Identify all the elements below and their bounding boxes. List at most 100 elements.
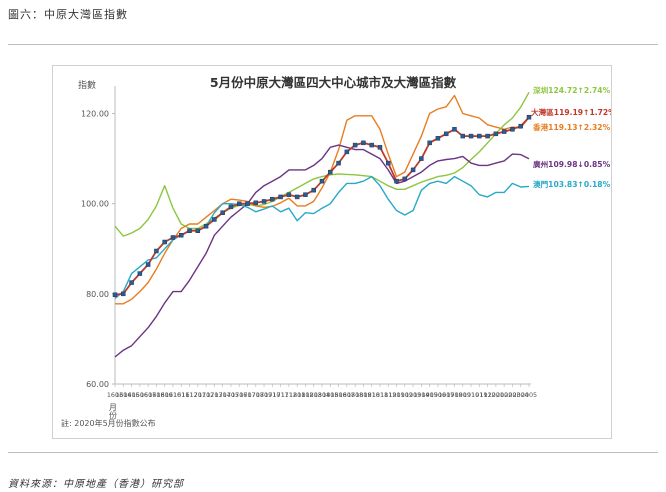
series-line-香港 (115, 94, 530, 305)
x-tick-label: 1703 (206, 391, 222, 399)
x-tick-label: 1903 (405, 391, 421, 399)
x-tick-label: 1909 (455, 391, 471, 399)
x-tick-label: 1812 (380, 391, 396, 399)
data-point (402, 176, 408, 182)
series-line-深圳 (114, 91, 530, 237)
x-tick-label: 1804 (314, 391, 330, 399)
x-tick-label: 1905 (422, 391, 438, 399)
series-label-大灣區: 大灣區119.19↑1.72% (531, 107, 611, 117)
x-tick-label: 1911 (471, 391, 487, 399)
x-tick-label: 1807 (339, 391, 355, 399)
data-point (303, 192, 308, 197)
data-point (195, 228, 201, 233)
data-point (443, 131, 449, 137)
x-tick-label: 1607 (140, 391, 156, 399)
x-tick-label: 1609 (157, 391, 173, 399)
data-point (278, 194, 283, 200)
chart-note: 註: 2020年5月份指數公布 (61, 418, 156, 428)
data-point (145, 262, 151, 267)
y-tick-label: 100.00 (81, 200, 109, 209)
x-tick-label: 1606 (132, 391, 148, 399)
x-tick-label: 1610 (165, 391, 181, 399)
data-point (294, 194, 300, 200)
data-point (410, 167, 416, 173)
data-point (344, 149, 350, 155)
data-point (336, 160, 341, 166)
x-tick-label: 2001 (488, 391, 504, 399)
x-tick-label: 1904 (413, 391, 429, 399)
x-tick-label: 1803 (306, 391, 322, 399)
data-point (328, 169, 333, 175)
x-tick-label: 1810 (364, 391, 380, 399)
x-tick-label: 1809 (355, 391, 371, 399)
data-point (460, 133, 466, 139)
x-tick-label: 1612 (181, 391, 197, 399)
axes-layer: 60.0080.00100.00120.00160316041605160616… (81, 86, 537, 399)
x-tick-label: 1605 (123, 391, 139, 399)
y-tick-label: 60.00 (86, 380, 109, 389)
x-tick-label: 1705 (223, 391, 239, 399)
data-point (311, 187, 316, 193)
x-tick-label: 1907 (438, 391, 454, 399)
data-point (352, 142, 358, 148)
data-point (253, 200, 259, 206)
data-point (228, 204, 234, 210)
x-tick-label: 2003 (504, 391, 520, 399)
chart-svg: 5月份中原大灣區四大中心城市及大灣區指數 指數 月份 註: 2020年5月份指數… (61, 75, 616, 428)
data-point (203, 223, 209, 229)
data-point (212, 217, 217, 222)
data-point (129, 280, 134, 285)
data-point (220, 210, 225, 215)
x-tick-label: 1912 (479, 391, 495, 399)
data-point (270, 196, 275, 202)
x-tick-label: 1709 (256, 391, 272, 399)
chart-title: 5月份中原大灣區四大中心城市及大灣區指數 (210, 75, 457, 90)
x-tick-label: 2002 (496, 391, 512, 399)
x-tick-label: 1604 (115, 391, 131, 399)
figure-caption: 圖六：中原大灣區指數 (8, 8, 128, 21)
x-tick-label: 1701 (190, 391, 206, 399)
x-tick-label: 1603 (107, 391, 123, 399)
x-tick-label: 1805 (322, 391, 338, 399)
x-tick-label: 1906 (430, 391, 446, 399)
bottom-divider (8, 452, 658, 453)
x-tick-label: 1710 (264, 391, 280, 399)
data-point (452, 127, 457, 132)
data-point (137, 271, 143, 276)
x-tick-label: 1608 (148, 391, 164, 399)
data-point (377, 145, 383, 150)
data-point (526, 114, 532, 120)
x-tick-label: 1808 (347, 391, 363, 399)
series-label-澳門: 澳門103.83↑0.18% (533, 179, 611, 189)
chart-frame: 5月份中原大灣區四大中心城市及大灣區指數 指數 月份 註: 2020年5月份指數… (52, 65, 616, 439)
x-axis-label: 月份 (109, 403, 118, 420)
data-point (112, 292, 118, 297)
x-tick-label: 1708 (248, 391, 264, 399)
x-tick-label: 1711 (272, 391, 288, 399)
series-label-深圳: 深圳124.72↑2.74% (533, 85, 611, 95)
data-point (154, 248, 159, 254)
series-line-澳門 (114, 175, 530, 299)
data-point (162, 239, 167, 245)
x-tick-label: 1901 (388, 391, 404, 399)
series-line-大灣區 (114, 116, 530, 296)
series-labels-layer: 深圳124.72↑2.74% 大灣區119.19↑1.72% 香港119.13↑2.… (531, 85, 616, 189)
x-tick-label: 1712 (281, 391, 297, 399)
data-point (427, 140, 432, 146)
data-point (187, 228, 192, 233)
y-tick-label: 80.00 (86, 290, 109, 299)
x-tick-label: 1802 (297, 391, 313, 399)
x-tick-label: 1801 (289, 391, 305, 399)
x-tick-label: 1910 (463, 391, 479, 399)
data-point (435, 136, 441, 141)
x-tick-label: 2004 (513, 391, 529, 399)
y-tick-label: 120.00 (81, 110, 109, 119)
data-point (485, 133, 490, 139)
data-point (261, 199, 267, 204)
series-label-廣州: 廣州109.98↓0.85% (533, 159, 611, 169)
source-note: 資料來源：中原地產（香港）研究部 (8, 479, 184, 490)
data-point (419, 156, 424, 161)
data-point (493, 131, 499, 137)
x-tick-label: 1806 (330, 391, 346, 399)
data-point (121, 291, 126, 297)
